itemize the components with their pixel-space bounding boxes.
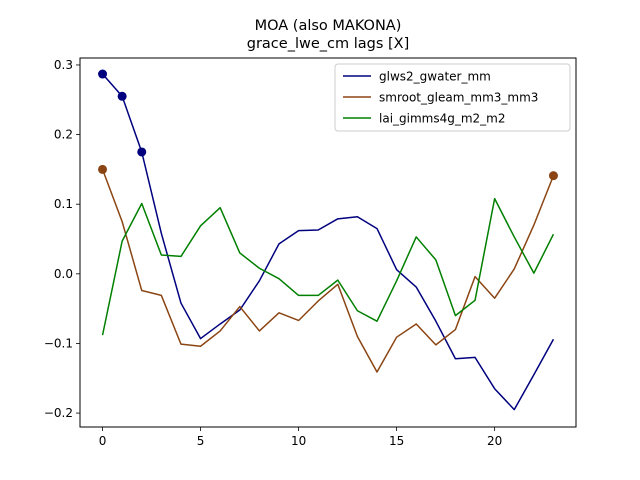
x-tick-label-0: 0	[99, 434, 107, 448]
series-line-1	[101, 169, 555, 373]
series-1-point-0	[98, 164, 108, 174]
series-0-point-1	[117, 91, 127, 101]
x-tick-label-2: 10	[291, 434, 306, 448]
legend-label-1: smroot_gleam_mm3_mm3	[379, 91, 538, 105]
y-tick-label-3: 0.1	[54, 197, 73, 211]
y-tick-label-1: −0.1	[44, 336, 73, 350]
series-line-0	[101, 73, 555, 411]
series-0-point-2	[137, 147, 147, 157]
x-tick-label-3: 15	[389, 434, 404, 448]
plot-area-frame	[79, 57, 577, 428]
series-0-point-0	[98, 69, 108, 79]
x-tick-label-4: 20	[487, 434, 502, 448]
chart-subtitle: grace_lwe_cm lags [X]	[247, 36, 410, 52]
x-tick-label-1: 5	[197, 434, 205, 448]
legend: glws2_gwater_mm smroot_gleam_mm3_mm3 lai_g…	[334, 63, 571, 132]
legend-box	[334, 63, 571, 132]
series-1-point-23	[548, 171, 558, 181]
y-tick-label-0: −0.2	[44, 406, 73, 420]
legend-label-0: glws2_gwater_mm	[379, 70, 491, 84]
ticks-layer: 0 5 10 15 20 −0.2 −0.1 0.0 0.1 0.2 0.3	[44, 58, 502, 448]
legend-label-2: lai_gimms4g_m2_m2	[379, 112, 506, 126]
series-line-2	[101, 197, 555, 336]
y-tick-label-4: 0.2	[54, 128, 73, 142]
y-tick-label-5: 0.3	[54, 58, 73, 72]
chart-title: MOA (also MAKONA)	[255, 18, 402, 34]
series-layer	[98, 69, 558, 411]
y-tick-label-2: 0.0	[54, 267, 73, 281]
